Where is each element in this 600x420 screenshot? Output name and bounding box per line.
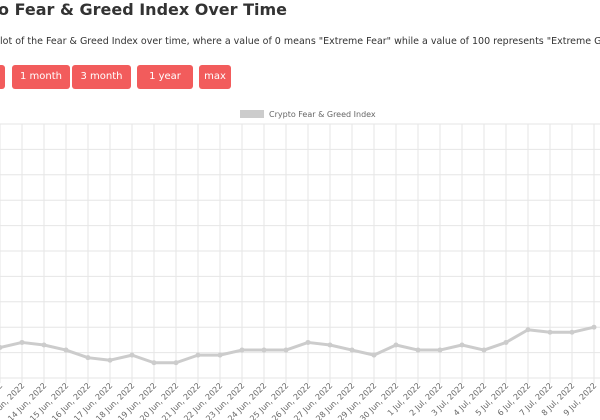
point — [173, 360, 179, 366]
point — [503, 339, 509, 345]
point — [283, 347, 289, 353]
point — [195, 352, 201, 358]
point — [63, 347, 69, 353]
point — [19, 339, 25, 345]
point — [217, 352, 223, 358]
point — [129, 352, 135, 358]
range-button[interactable]: 1 year — [137, 65, 193, 89]
point — [261, 347, 267, 353]
point — [239, 347, 245, 353]
point — [107, 357, 113, 363]
range-button[interactable]: max — [199, 65, 231, 89]
point — [437, 347, 443, 353]
point — [305, 339, 311, 345]
legend-swatch — [240, 110, 264, 118]
range-button[interactable]: 1 month — [12, 65, 70, 89]
point — [85, 355, 91, 361]
point — [349, 347, 355, 353]
point — [569, 329, 575, 335]
point — [151, 360, 157, 366]
point — [547, 329, 553, 335]
point — [481, 347, 487, 353]
range-button[interactable]: 3 month — [72, 65, 131, 89]
point — [393, 342, 399, 348]
point — [41, 342, 47, 348]
line — [0, 325, 595, 365]
point — [371, 352, 377, 358]
point — [591, 324, 597, 330]
point — [459, 342, 465, 348]
point — [0, 345, 3, 351]
page-title: o Fear & Greed Index Over Time — [0, 0, 288, 19]
point — [415, 347, 421, 353]
legend-label: Crypto Fear & Greed Index — [269, 110, 376, 119]
range-button[interactable] — [0, 65, 5, 89]
description: lot of the Fear & Greed Index over time,… — [0, 36, 600, 47]
point — [525, 327, 531, 333]
point — [327, 342, 333, 348]
